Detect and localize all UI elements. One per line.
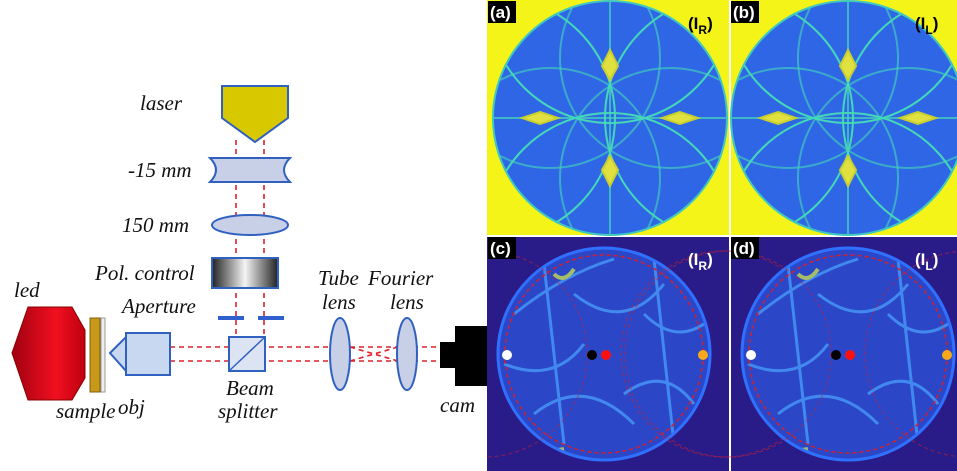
quantity-close: ) — [933, 250, 939, 269]
fourier-lens — [396, 317, 418, 391]
quantity-symbol: (I — [915, 14, 925, 33]
setup-diagram: laser -15 mm 150 mm Pol. control Apertur… — [11, 85, 487, 423]
quantity-subscript: L — [925, 259, 932, 273]
label: lens — [322, 290, 356, 314]
panel-letter: (d) — [733, 239, 755, 258]
label: -15 mm — [128, 158, 192, 182]
quantity-subscript: L — [925, 23, 932, 37]
quantity-symbol: (I — [688, 250, 698, 269]
label: cam — [440, 393, 475, 417]
label: splitter — [218, 399, 278, 423]
focus-crossing — [349, 346, 399, 362]
sample — [89, 317, 101, 393]
quantity-close: ) — [933, 14, 939, 33]
letter-box — [488, 237, 516, 259]
imaging-beam — [170, 346, 440, 362]
quantity-close: ) — [707, 250, 713, 269]
panel-quantity: (IL) — [915, 250, 938, 273]
letter-box — [488, 1, 516, 23]
quantity-subscript: R — [698, 259, 707, 273]
label: Aperture — [120, 294, 196, 318]
beam-splitter-diagonal — [228, 336, 266, 372]
laser-beam — [235, 140, 265, 335]
label: Tube — [318, 266, 359, 290]
quantity-close: ) — [707, 14, 713, 33]
converging-lens — [211, 214, 289, 236]
panel-letter: (a) — [490, 3, 511, 22]
label: Beam — [226, 376, 274, 400]
label: laser — [140, 91, 183, 115]
objective — [108, 332, 171, 376]
label: led — [14, 278, 40, 302]
panel-letter: (c) — [490, 239, 511, 258]
letter-box — [731, 237, 759, 259]
label: Pol. control — [94, 261, 195, 285]
sample-slide — [100, 317, 106, 393]
label: lens — [390, 290, 424, 314]
panel-quantity: (IR) — [688, 250, 713, 273]
tube-lens — [329, 317, 351, 391]
panel-letter: (b) — [733, 3, 755, 22]
diverging-lens — [207, 157, 293, 183]
label: sample — [56, 399, 116, 423]
polarization-control — [211, 257, 279, 289]
led — [11, 306, 86, 401]
quantity-subscript: R — [698, 23, 707, 37]
panel-quantity: (IR) — [688, 14, 713, 37]
panel-quantity: (IL) — [915, 14, 938, 37]
quantity-symbol: (I — [688, 14, 698, 33]
camera — [440, 326, 487, 386]
image-panels — [487, 0, 957, 471]
laser-source — [221, 85, 289, 144]
letter-box — [731, 1, 759, 23]
label: Fourier — [367, 266, 434, 290]
quantity-symbol: (I — [915, 250, 925, 269]
label: obj — [118, 395, 145, 419]
panel-labels: (a)(IR)(b)(IL)(c)(IR)(d)(IL) — [488, 1, 938, 273]
label: 150 mm — [122, 213, 189, 237]
